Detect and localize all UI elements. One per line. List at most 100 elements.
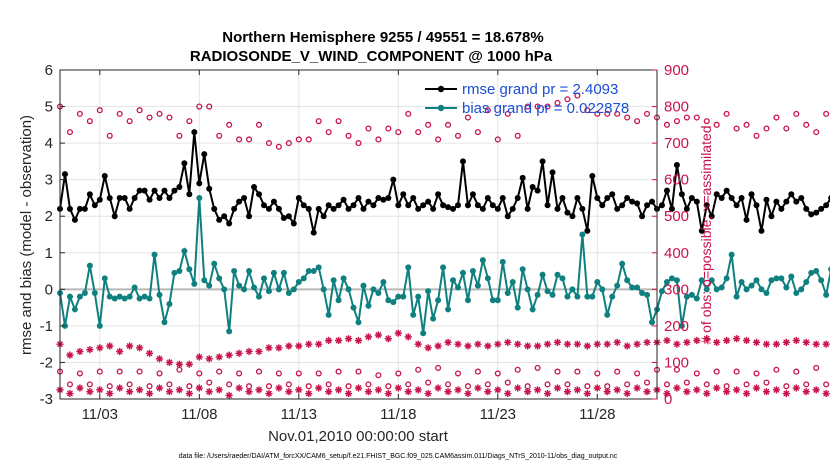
obs-assimilated-marker [683,388,691,396]
series-1-point [231,268,238,275]
series-5-group [56,384,830,399]
series-0-point [489,202,496,209]
series-0-point [131,194,138,201]
obs-assimilated-marker [494,340,502,348]
obs-possible-marker [683,114,690,121]
series-1-point [499,258,506,265]
series-1-point [624,277,631,284]
series-1-point [360,282,367,289]
series-1-point [191,280,198,287]
x-tick-label: 11/28 [579,406,615,423]
series-1-point [221,286,228,293]
obs-assimilated-marker [633,340,641,348]
obs-possible-marker [226,121,233,128]
obs-possible-marker [96,368,103,375]
obs-assimilated-marker [782,338,790,346]
obs-possible-marker [584,383,591,390]
obs-possible-marker [166,114,173,121]
series-0-point [579,205,586,212]
series-1-point [76,293,83,300]
series-0-point [390,176,397,183]
obs-possible-marker [186,383,193,390]
series-1-point [211,260,218,267]
series-1-point [131,284,138,291]
x-tick-label: 11/18 [380,406,416,423]
legend-bias-marker [437,104,445,112]
series-0-group [57,129,830,236]
obs-assimilated-marker [325,388,333,396]
series-0-point [415,205,422,212]
obs-possible-marker [614,110,621,117]
series-0-point [629,198,636,205]
obs-assimilated-marker [404,333,412,341]
series-0-point [678,191,685,198]
obs-assimilated-marker [524,342,532,350]
series-0-point [639,213,646,220]
series-1-point [614,282,621,289]
obs-possible-marker [116,110,123,117]
right-y-tick-label: 900 [664,62,689,79]
obs-possible-marker [534,364,541,371]
obs-possible-marker [813,364,820,371]
series-0-point [783,198,790,205]
legend-rmse-label: rmse grand pr = 2.4093 [462,81,618,98]
obs-possible-marker [106,132,113,139]
obs-possible-marker [385,383,392,390]
obs-possible-marker [544,381,551,388]
series-layer [56,92,830,399]
obs-possible-marker [484,381,491,388]
obs-assimilated-marker [235,349,243,357]
series-1-point [504,289,511,296]
series-1-point [723,275,730,282]
obs-possible-marker [86,381,93,388]
obs-possible-marker [156,110,163,117]
obs-possible-marker [534,103,541,110]
series-1-point [763,289,770,296]
obs-assimilated-marker [86,346,94,354]
obs-assimilated-marker [384,389,392,398]
series-0-point [738,194,745,201]
series-1-point [161,319,168,326]
series-1-point [758,286,765,293]
series-0-point [126,205,133,212]
series-0-point [440,202,447,209]
series-1-point [345,286,352,293]
series-0-point [430,205,437,212]
obs-assimilated-marker [344,335,353,343]
series-0-point [236,198,243,205]
series-1-point [693,295,700,302]
obs-assimilated-marker [623,389,631,398]
obs-possible-marker [733,368,740,375]
series-0-point [519,174,526,181]
obs-assimilated-marker [364,388,373,396]
series-1-point [151,251,158,258]
obs-assimilated-marker [752,384,761,392]
obs-assimilated-marker [106,389,114,398]
obs-assimilated-marker [553,384,562,392]
series-0-point [66,205,73,212]
series-0-point [106,194,113,201]
obs-possible-marker [793,368,800,375]
obs-possible-marker [773,114,780,121]
series-0-point [569,213,576,220]
series-1-point [176,268,183,275]
obs-possible-marker [673,366,680,373]
obs-possible-marker [743,121,750,128]
obs-assimilated-marker [255,386,263,394]
right-y-tick-label: 600 [664,172,689,189]
series-2-group [56,92,830,150]
series-1-point [166,300,173,307]
obs-assimilated-marker [543,340,552,348]
obs-possible-marker [703,118,710,125]
series-1-point [300,275,307,282]
series-0-point [81,205,88,212]
obs-assimilated-marker [553,338,562,346]
obs-possible-marker [753,132,760,139]
obs-assimilated-marker [195,384,203,392]
series-1-point [290,286,297,293]
obs-possible-marker [295,136,302,143]
series-0-point [808,211,815,218]
series-0-point [340,196,347,203]
obs-possible-marker [395,129,402,136]
obs-possible-marker [474,368,481,375]
